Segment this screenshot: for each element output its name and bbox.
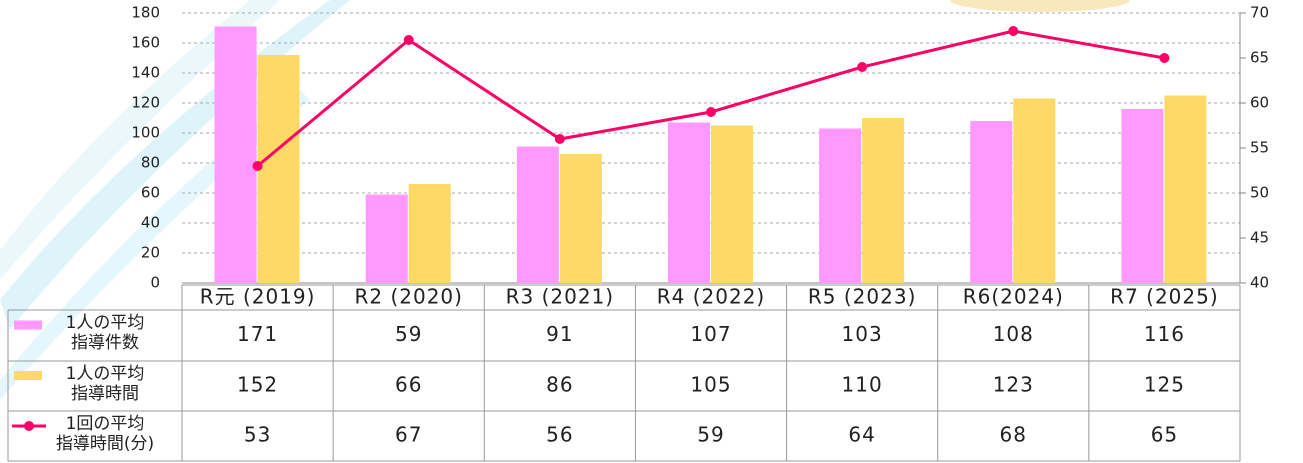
category-label: R3 (2021) bbox=[506, 285, 614, 309]
table-value: 67 bbox=[395, 423, 422, 447]
chart: R元 (2019) R2 (2020) R3 (2021) R4 (2022) R5 (… bbox=[0, 0, 1303, 463]
y2-tick-label: 40 bbox=[1250, 274, 1269, 292]
table-value: 107 bbox=[690, 322, 731, 346]
y-tick-label: 140 bbox=[131, 64, 160, 82]
y-tick-label: 160 bbox=[131, 34, 160, 52]
bar bbox=[970, 121, 1012, 283]
table-value: 59 bbox=[395, 322, 422, 346]
table-value: 64 bbox=[848, 423, 875, 447]
table-value: 152 bbox=[237, 373, 278, 397]
table-value: 53 bbox=[244, 423, 271, 447]
table-value: 110 bbox=[842, 373, 883, 397]
category-label: R7 (2025) bbox=[1110, 285, 1218, 309]
table-value: 125 bbox=[1144, 373, 1185, 397]
data-table: R元 (2019) R2 (2020) R3 (2021) R4 (2022) R5 (… bbox=[8, 285, 1240, 462]
line-point bbox=[1008, 26, 1018, 36]
y-tick-label: 80 bbox=[141, 154, 160, 172]
table-value: 116 bbox=[1144, 322, 1185, 346]
y-tick-label: 20 bbox=[141, 244, 160, 262]
y-tick-label: 60 bbox=[141, 184, 160, 202]
table-value: 123 bbox=[993, 373, 1034, 397]
y2-tick-label: 65 bbox=[1250, 49, 1269, 67]
table-value: 108 bbox=[993, 322, 1034, 346]
category-label: R2 (2020) bbox=[354, 285, 462, 309]
bar bbox=[560, 154, 602, 283]
category-label: R元 (2019) bbox=[200, 285, 316, 309]
y-tick-label: 100 bbox=[131, 124, 160, 142]
y2-tick-label: 45 bbox=[1250, 229, 1269, 247]
y-tick-label: 120 bbox=[131, 94, 160, 112]
line-point bbox=[857, 62, 867, 72]
table-value: 103 bbox=[842, 322, 883, 346]
bar bbox=[668, 123, 710, 284]
y-tick-label: 40 bbox=[141, 214, 160, 232]
y-tick-label: 0 bbox=[150, 274, 160, 292]
bar bbox=[409, 184, 451, 283]
table-value: 59 bbox=[697, 423, 724, 447]
y2-tick-label: 55 bbox=[1250, 139, 1269, 157]
legend-box: 1人の平均 指導時間 bbox=[30, 364, 180, 410]
table-value: 171 bbox=[237, 322, 278, 346]
line-point bbox=[555, 134, 565, 144]
page: R元 (2019) R2 (2020) R3 (2021) R4 (2022) R5 (… bbox=[0, 0, 1303, 463]
line-point bbox=[253, 161, 263, 171]
legend-label: 1回の平均 指導時間(分) bbox=[30, 414, 180, 454]
y-tick-label: 180 bbox=[131, 4, 160, 22]
line-point bbox=[1159, 53, 1169, 63]
bar bbox=[1121, 109, 1163, 283]
category-label: R4 (2022) bbox=[657, 285, 765, 309]
bar bbox=[711, 126, 753, 284]
y2-tick-label: 50 bbox=[1250, 184, 1269, 202]
bar bbox=[517, 147, 559, 284]
table-value: 91 bbox=[546, 322, 573, 346]
line-point bbox=[706, 107, 716, 117]
legend-label: 1人の平均 指導時間 bbox=[30, 364, 180, 404]
table-value: 66 bbox=[395, 373, 422, 397]
y2-tick-label: 70 bbox=[1250, 4, 1269, 22]
category-label: R5 (2023) bbox=[808, 285, 916, 309]
table-value: 56 bbox=[546, 423, 573, 447]
category-label: R6(2024) bbox=[963, 285, 1064, 309]
table-value: 105 bbox=[690, 373, 731, 397]
table-value: 65 bbox=[1151, 423, 1178, 447]
bar bbox=[1013, 99, 1055, 284]
legend-box: 1人の平均 指導件数 bbox=[30, 313, 180, 360]
legend-label: 1人の平均 指導件数 bbox=[30, 313, 180, 353]
bar bbox=[215, 27, 257, 284]
bar bbox=[819, 129, 861, 284]
y2-tick-label: 60 bbox=[1250, 94, 1269, 112]
legend-box: 1回の平均 指導時間(分) bbox=[30, 414, 180, 460]
bar bbox=[366, 195, 408, 284]
bar bbox=[1164, 96, 1206, 284]
table-value: 86 bbox=[546, 373, 573, 397]
bar bbox=[862, 118, 904, 283]
line-point bbox=[404, 35, 414, 45]
table-value: 68 bbox=[1000, 423, 1027, 447]
bar bbox=[258, 55, 300, 283]
